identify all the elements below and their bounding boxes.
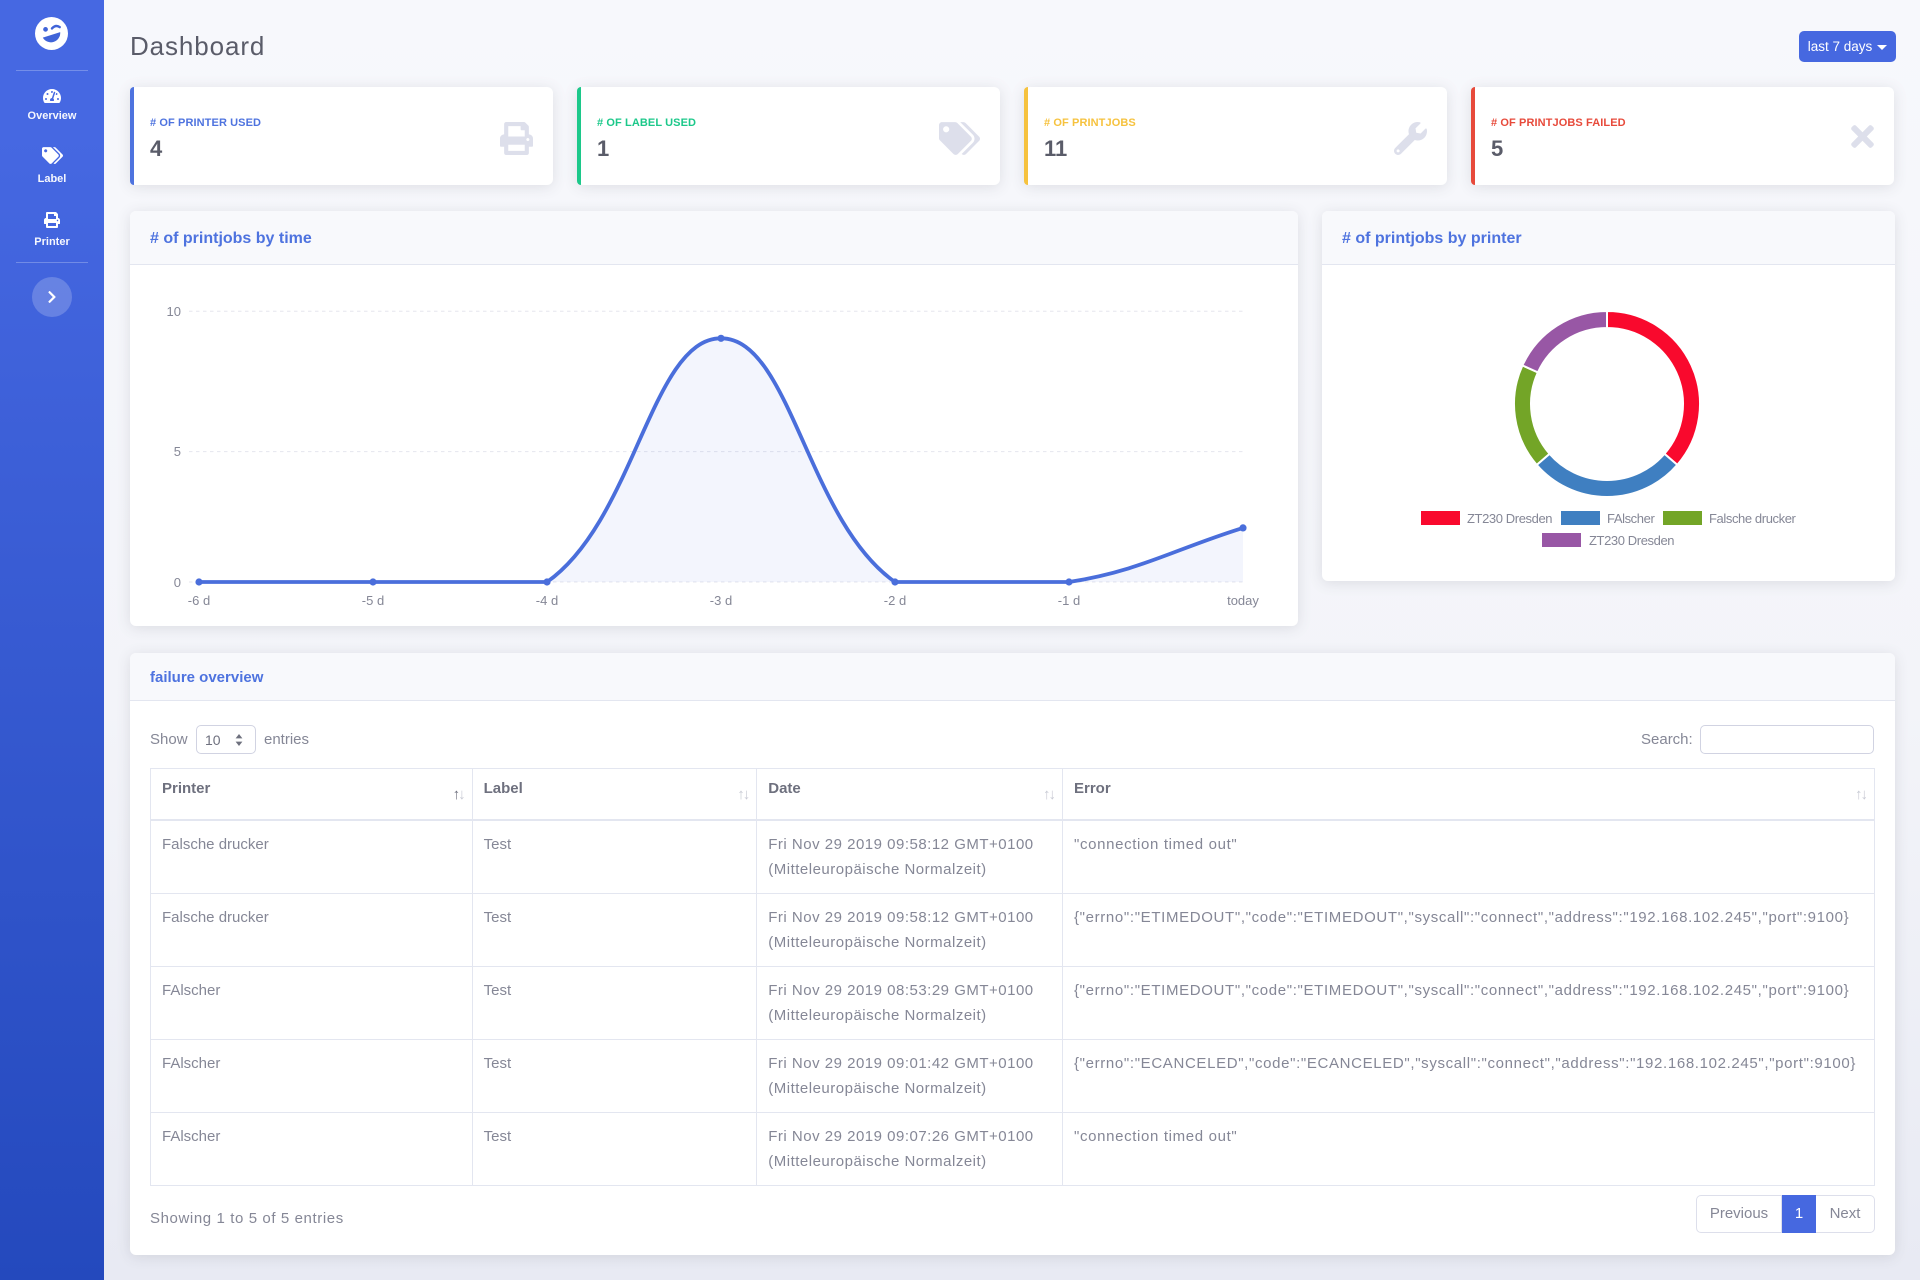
svg-text:-5 d: -5 d: [362, 593, 384, 608]
svg-text:-4 d: -4 d: [536, 593, 558, 608]
svg-text:10: 10: [167, 304, 181, 319]
svg-text:5: 5: [174, 444, 181, 459]
svg-text:-1 d: -1 d: [1058, 593, 1080, 608]
svg-text:-6 d: -6 d: [188, 593, 210, 608]
svg-text:0: 0: [174, 575, 181, 590]
svg-text:-3 d: -3 d: [710, 593, 732, 608]
svg-text:today: today: [1227, 593, 1259, 608]
svg-text:-2 d: -2 d: [884, 593, 906, 608]
